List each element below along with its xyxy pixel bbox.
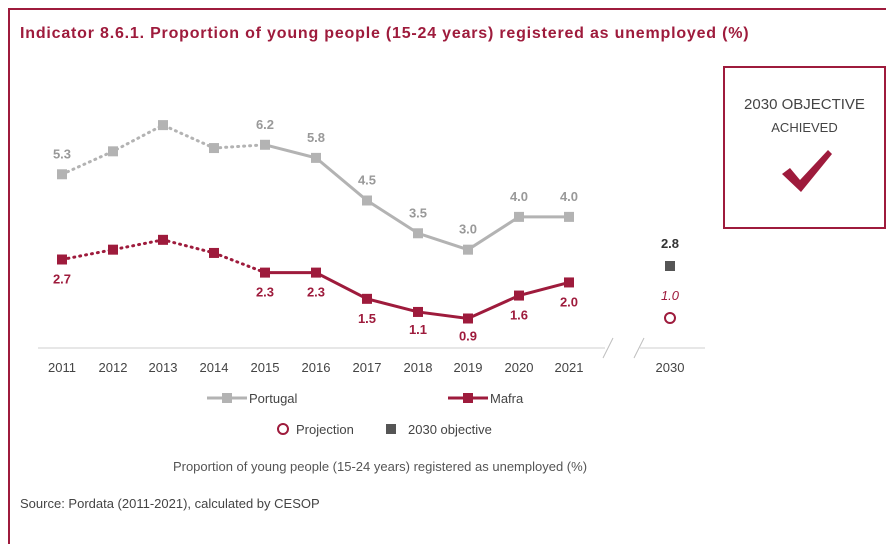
portugal-value-label: 4.0 bbox=[510, 189, 528, 204]
mafra-value-label: 1.6 bbox=[510, 308, 528, 323]
mafra-marker bbox=[57, 254, 67, 265]
portugal-marker bbox=[514, 211, 524, 222]
legend-projection-marker bbox=[277, 423, 289, 435]
legend-objective-label: 2030 objective bbox=[408, 422, 492, 437]
source-note: Source: Pordata (2011-2021), calculated … bbox=[20, 496, 320, 511]
axis-break-mark bbox=[602, 337, 614, 359]
x-tick-label: 2021 bbox=[555, 360, 584, 375]
portugal-marker bbox=[463, 244, 473, 255]
portugal-value-label: 4.5 bbox=[358, 173, 376, 188]
x-tick-label: 2019 bbox=[454, 360, 483, 375]
x-tick-label: 2013 bbox=[149, 360, 178, 375]
portugal-line-dotted bbox=[60, 123, 267, 176]
objective-value-label: 2.8 bbox=[661, 236, 679, 251]
x-tick-label: 2012 bbox=[99, 360, 128, 375]
x-tick-label: 2014 bbox=[200, 360, 229, 375]
objective-marker bbox=[665, 261, 675, 271]
mafra-marker bbox=[209, 247, 219, 258]
x-tick-label: 2011 bbox=[48, 360, 76, 375]
mafra-marker bbox=[413, 306, 423, 317]
mafra-marker bbox=[158, 234, 168, 245]
x-tick-label: 2020 bbox=[505, 360, 534, 375]
portugal-marker bbox=[413, 228, 423, 239]
objective-badge-line2: ACHIEVED bbox=[771, 120, 838, 135]
objective-badge-line1: 2030 OBJECTIVE bbox=[744, 96, 865, 113]
mafra-value-label: 2.0 bbox=[560, 294, 578, 309]
portugal-value-label: 3.0 bbox=[459, 222, 477, 237]
chart-frame bbox=[8, 8, 886, 544]
portugal-marker bbox=[362, 195, 372, 206]
x-tick-label: 2017 bbox=[353, 360, 382, 375]
mafra-value-label: 1.1 bbox=[409, 322, 427, 337]
x-tick-label: 2030 bbox=[656, 360, 685, 375]
chart-title: Indicator 8.6.1. Proportion of young peo… bbox=[20, 25, 750, 42]
projection-marker bbox=[664, 312, 676, 324]
mafra-marker bbox=[514, 290, 524, 301]
mafra-marker bbox=[362, 293, 372, 304]
x-tick-label: 2018 bbox=[404, 360, 433, 375]
legend-mafra-marker bbox=[463, 393, 473, 403]
portugal-marker bbox=[311, 152, 321, 163]
portugal-marker bbox=[209, 143, 219, 154]
projection-value-label: 1.0 bbox=[661, 288, 680, 303]
portugal-marker bbox=[108, 146, 118, 157]
chart-subtitle: Proportion of young people (15-24 years)… bbox=[172, 459, 588, 474]
mafra-marker bbox=[108, 244, 118, 255]
portugal-value-label: 6.2 bbox=[256, 117, 274, 132]
mafra-value-label: 2.7 bbox=[53, 272, 71, 287]
portugal-marker bbox=[564, 211, 574, 222]
objective-badge: 2030 OBJECTIVE ACHIEVED bbox=[723, 66, 886, 229]
portugal-value-label: 5.3 bbox=[53, 146, 71, 161]
mafra-value-label: 2.3 bbox=[307, 285, 325, 300]
portugal-value-label: 4.0 bbox=[560, 189, 578, 204]
mafra-marker bbox=[311, 267, 321, 278]
portugal-value-label: 5.8 bbox=[307, 130, 325, 145]
portugal-marker bbox=[158, 120, 168, 131]
portugal-marker bbox=[57, 169, 67, 180]
mafra-value-label: 0.9 bbox=[459, 329, 477, 344]
legend-objective-marker bbox=[386, 424, 396, 434]
mafra-marker bbox=[260, 267, 270, 278]
legend-projection-label: Projection bbox=[296, 422, 354, 437]
mafra-value-label: 1.5 bbox=[358, 311, 376, 326]
portugal-value-label: 3.5 bbox=[409, 205, 427, 220]
checkmark-icon bbox=[782, 150, 832, 192]
axis-break-mark bbox=[633, 337, 645, 359]
mafra-marker bbox=[463, 313, 473, 324]
mafra-marker bbox=[564, 277, 574, 288]
legend-mafra-label: Mafra bbox=[490, 391, 524, 406]
x-tick-label: 2016 bbox=[302, 360, 331, 375]
x-tick-label: 2015 bbox=[251, 360, 280, 375]
mafra-value-label: 2.3 bbox=[256, 285, 274, 300]
legend-portugal-marker bbox=[222, 393, 232, 403]
legend-portugal-label: Portugal bbox=[249, 391, 298, 406]
portugal-marker bbox=[260, 139, 270, 150]
